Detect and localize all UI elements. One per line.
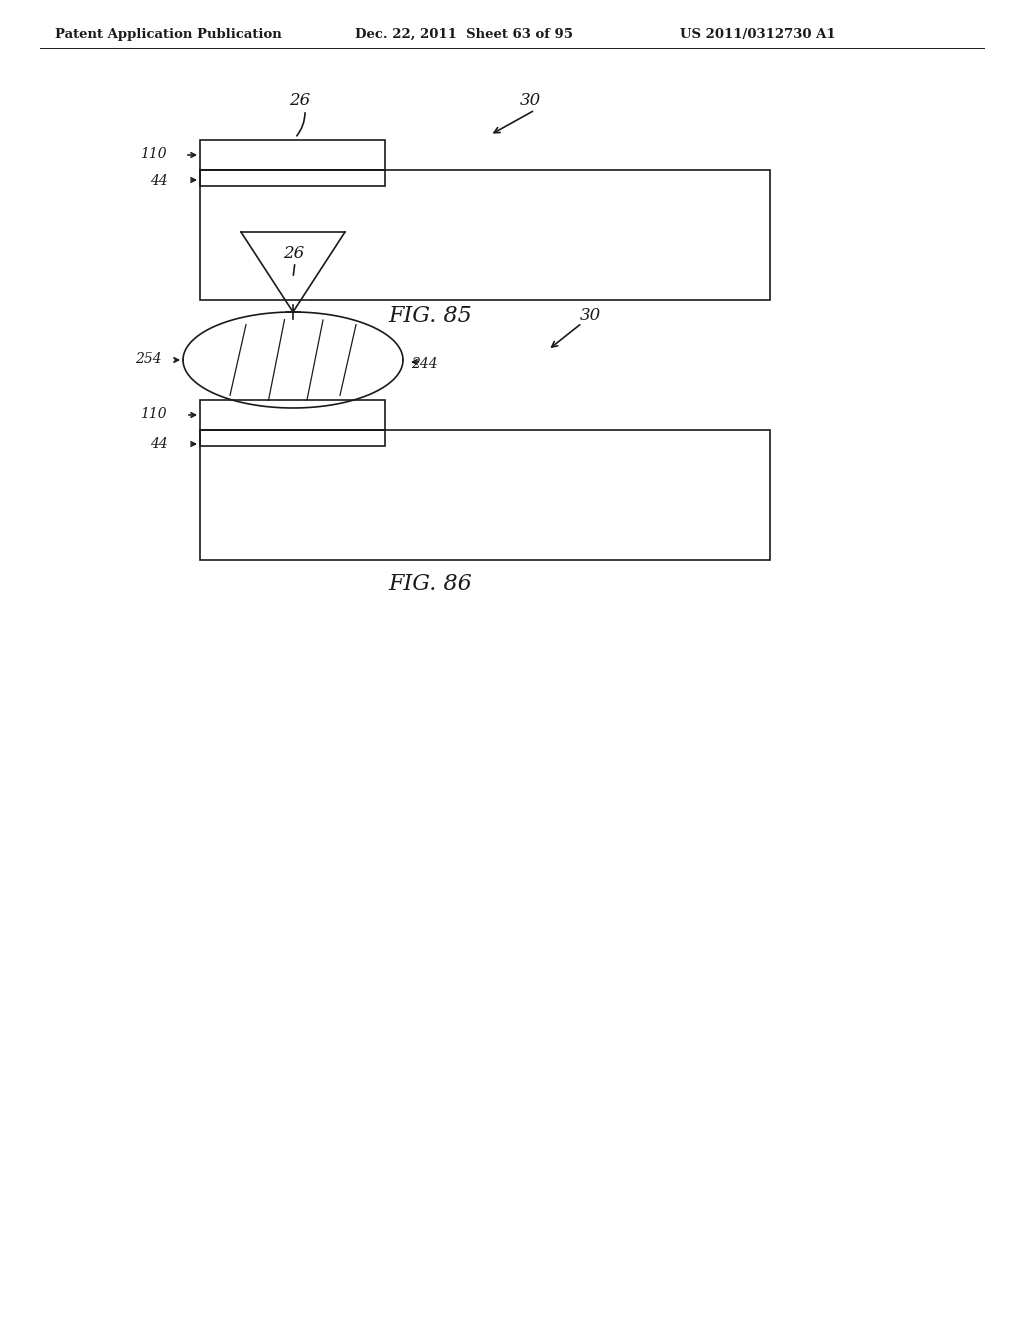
Text: 30: 30 bbox=[519, 92, 541, 110]
Bar bbox=[200, 140, 385, 170]
Text: 44: 44 bbox=[150, 437, 168, 451]
Text: 254: 254 bbox=[135, 352, 162, 366]
Text: 44: 44 bbox=[150, 174, 168, 187]
Bar bbox=[200, 430, 770, 560]
Text: US 2011/0312730 A1: US 2011/0312730 A1 bbox=[680, 28, 836, 41]
Text: 110: 110 bbox=[140, 147, 167, 161]
Text: 30: 30 bbox=[580, 308, 601, 323]
Text: Patent Application Publication: Patent Application Publication bbox=[55, 28, 282, 41]
Bar bbox=[200, 400, 385, 430]
Text: Dec. 22, 2011  Sheet 63 of 95: Dec. 22, 2011 Sheet 63 of 95 bbox=[355, 28, 573, 41]
Bar bbox=[200, 430, 385, 446]
Text: 26: 26 bbox=[290, 92, 310, 110]
Text: FIG. 86: FIG. 86 bbox=[388, 573, 472, 595]
Bar bbox=[200, 170, 385, 186]
Text: 244: 244 bbox=[411, 356, 437, 371]
Bar bbox=[200, 170, 770, 300]
Text: FIG. 85: FIG. 85 bbox=[388, 305, 472, 327]
Text: 26: 26 bbox=[283, 246, 304, 261]
Text: 110: 110 bbox=[140, 407, 167, 421]
